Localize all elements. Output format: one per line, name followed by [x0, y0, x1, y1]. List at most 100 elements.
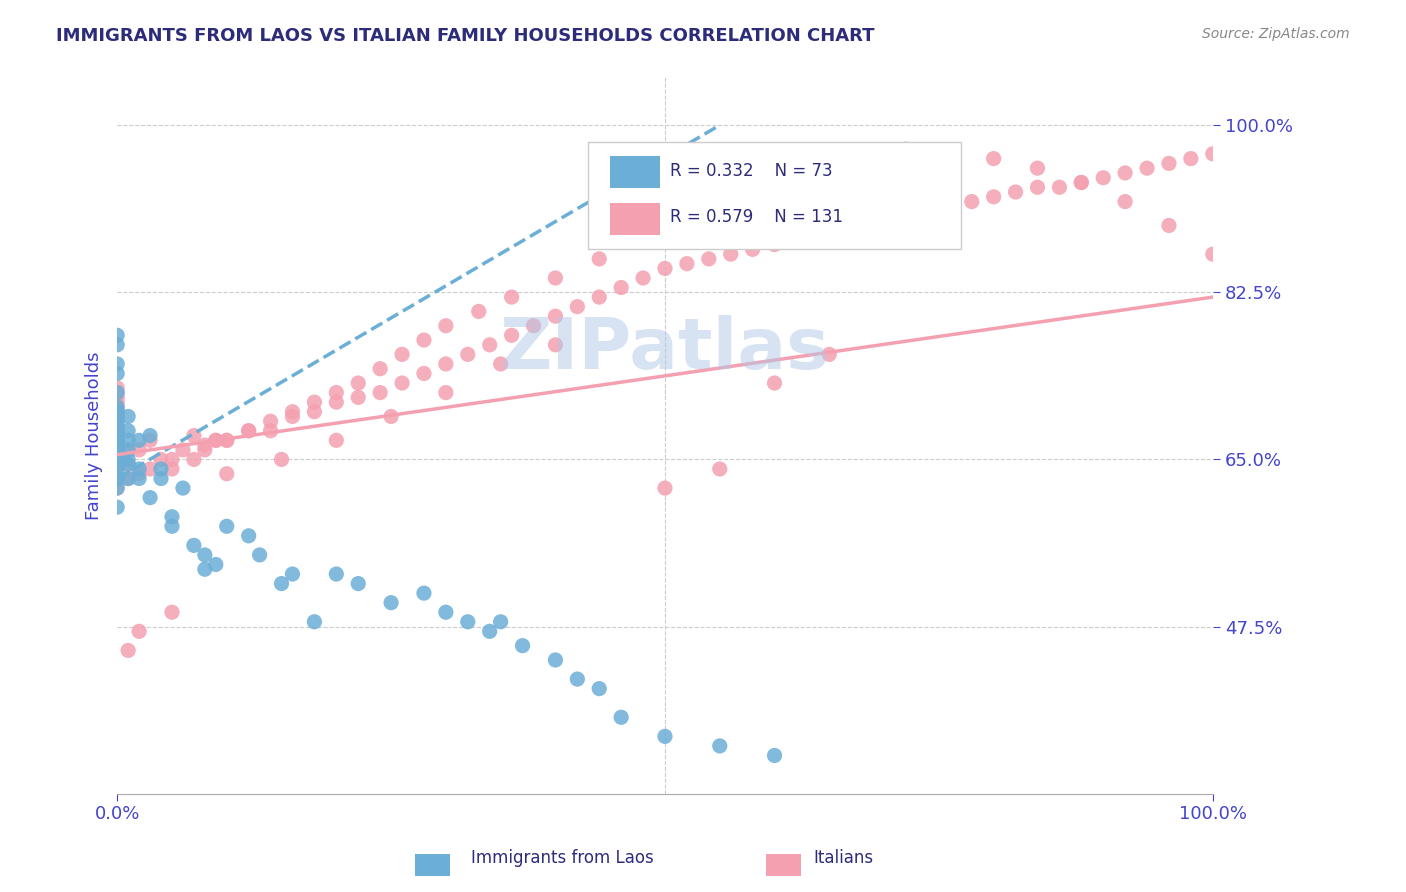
Point: [818, 347, 841, 361]
Point: [128, 624, 150, 639]
Point: [105, 471, 128, 485]
Point: [1092, 170, 1115, 185]
Text: ZIPatlas: ZIPatlas: [501, 315, 830, 384]
Point: [215, 434, 238, 448]
Point: [105, 400, 128, 414]
Point: [347, 576, 370, 591]
Point: [105, 385, 128, 400]
Point: [105, 385, 128, 400]
Point: [183, 428, 205, 442]
Point: [763, 376, 786, 390]
Point: [117, 434, 139, 448]
Point: [105, 328, 128, 343]
Point: [544, 309, 567, 323]
Point: [676, 209, 699, 223]
Point: [325, 395, 347, 409]
Point: [139, 428, 162, 442]
Point: [215, 467, 238, 481]
Point: [194, 438, 217, 452]
Point: [105, 405, 128, 419]
FancyBboxPatch shape: [610, 202, 659, 235]
Point: [117, 471, 139, 485]
Point: [105, 434, 128, 448]
Point: [588, 681, 610, 696]
Point: [325, 385, 347, 400]
Point: [105, 442, 128, 457]
Point: [105, 414, 128, 428]
Point: [172, 481, 194, 495]
Point: [763, 237, 786, 252]
Point: [204, 558, 226, 572]
Point: [105, 428, 128, 442]
Point: [763, 170, 786, 185]
Point: [128, 471, 150, 485]
Point: [139, 434, 162, 448]
Point: [960, 194, 983, 209]
Point: [128, 467, 150, 481]
Point: [105, 462, 128, 476]
Point: [117, 643, 139, 657]
Point: [544, 271, 567, 285]
Point: [807, 227, 830, 242]
Point: [150, 452, 173, 467]
Point: [983, 152, 1005, 166]
Point: [160, 452, 183, 467]
Point: [347, 390, 370, 404]
Y-axis label: Family Households: Family Households: [86, 351, 103, 520]
Point: [105, 400, 128, 414]
Point: [105, 442, 128, 457]
Point: [1004, 185, 1026, 199]
Point: [105, 448, 128, 462]
Point: [105, 442, 128, 457]
Point: [1202, 247, 1225, 261]
Point: [105, 448, 128, 462]
Point: [368, 361, 391, 376]
Point: [544, 338, 567, 352]
Point: [501, 328, 523, 343]
Point: [105, 367, 128, 381]
Point: [128, 434, 150, 448]
Point: [478, 338, 501, 352]
Point: [238, 424, 260, 438]
Point: [105, 428, 128, 442]
Point: [105, 457, 128, 471]
Point: [128, 442, 150, 457]
Point: [413, 586, 436, 600]
Point: [117, 442, 139, 457]
Point: [567, 300, 589, 314]
Point: [939, 199, 962, 213]
Point: [1202, 146, 1225, 161]
Point: [304, 395, 326, 409]
Point: [215, 519, 238, 533]
Point: [544, 653, 567, 667]
Text: Source: ZipAtlas.com: Source: ZipAtlas.com: [1202, 27, 1350, 41]
Point: [1026, 161, 1049, 176]
Text: R = 0.579    N = 131: R = 0.579 N = 131: [671, 208, 844, 226]
Point: [105, 462, 128, 476]
Point: [368, 385, 391, 400]
Point: [105, 390, 128, 404]
Point: [105, 481, 128, 495]
Point: [117, 442, 139, 457]
FancyBboxPatch shape: [610, 156, 659, 188]
Point: [325, 567, 347, 582]
Point: [785, 233, 807, 247]
Point: [105, 462, 128, 476]
Point: [183, 538, 205, 552]
Point: [697, 252, 720, 266]
Point: [160, 509, 183, 524]
Point: [894, 142, 917, 156]
Point: [489, 357, 512, 371]
Point: [105, 434, 128, 448]
Point: [105, 424, 128, 438]
Point: [851, 146, 873, 161]
Point: [117, 452, 139, 467]
Point: [105, 381, 128, 395]
Point: [105, 457, 128, 471]
Point: [1157, 219, 1180, 233]
Point: [259, 414, 281, 428]
Point: [1180, 152, 1202, 166]
Point: [434, 318, 457, 333]
Point: [654, 481, 676, 495]
Point: [391, 347, 413, 361]
